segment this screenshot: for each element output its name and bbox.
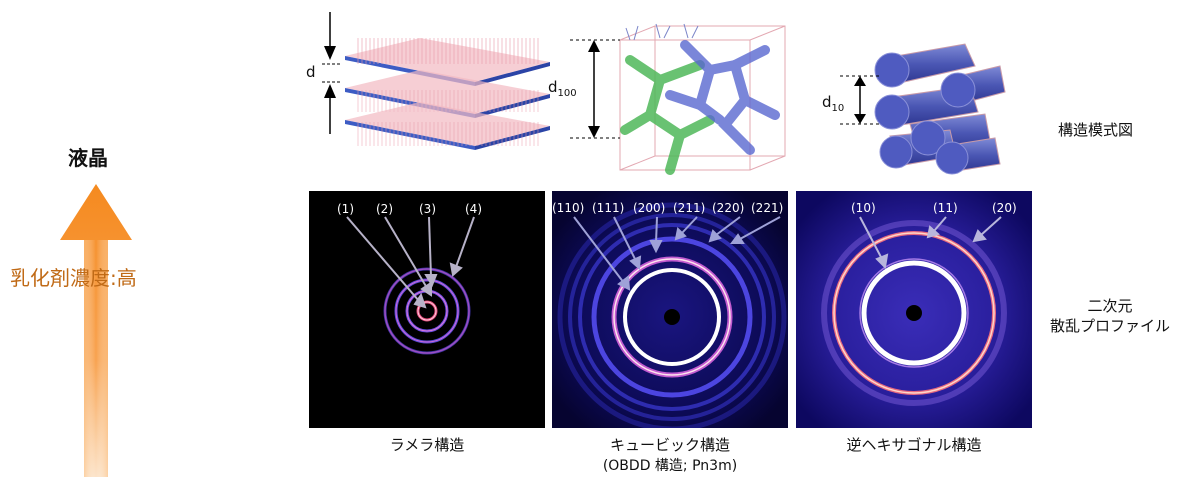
concentration-arrow: [60, 184, 132, 477]
lamellar-model-diagram: [322, 12, 550, 150]
lamellar-d-label: d: [306, 63, 316, 81]
cubic-peak-110: (110): [552, 201, 584, 215]
cubic-model-diagram: [570, 23, 786, 175]
cubic-d-label: d100: [548, 78, 577, 99]
lamellar-peak-4: (4): [465, 202, 482, 216]
hexagonal-peak-11: (11): [933, 201, 958, 215]
cubic-scattering-panel: (110) (111) (200) (211) (220) (221): [552, 191, 788, 428]
cubic-peak-111: (111): [592, 201, 624, 215]
hexagonal-d-label: d10: [822, 93, 845, 114]
liquid-crystal-label: 液晶: [68, 146, 108, 170]
lamellar-peak-3: (3): [419, 202, 436, 216]
cubic-caption: キュービック構造: [609, 436, 730, 454]
cubic-peak-200: (200): [633, 201, 665, 215]
cubic-caption-sub: (OBDD 構造; Pn3m): [602, 458, 738, 474]
lamellar-caption: ラメラ構造: [389, 436, 465, 454]
lamellar-peak-2: (2): [376, 202, 393, 216]
cubic-peak-220: (220): [712, 201, 744, 215]
hexagonal-peak-10: (10): [851, 201, 876, 215]
cubic-peak-211: (211): [673, 201, 705, 215]
hexagonal-caption: 逆ヘキサゴナル構造: [846, 436, 982, 454]
hexagonal-peak-20: (20): [992, 201, 1017, 215]
profile-row-label: 二次元 散乱プロファイル: [1049, 297, 1170, 335]
lamellar-scattering-panel: (1) (2) (3) (4): [309, 191, 545, 428]
hexagonal-model-diagram: [840, 43, 1006, 175]
emulsifier-concentration-label: 乳化剤濃度:高: [10, 266, 137, 290]
model-row-label: 構造模式図: [1058, 121, 1134, 139]
lamellar-peak-1: (1): [337, 202, 354, 216]
hexagonal-scattering-panel: (10) (11) (20): [796, 191, 1032, 428]
cubic-peak-221: (221): [751, 201, 783, 215]
